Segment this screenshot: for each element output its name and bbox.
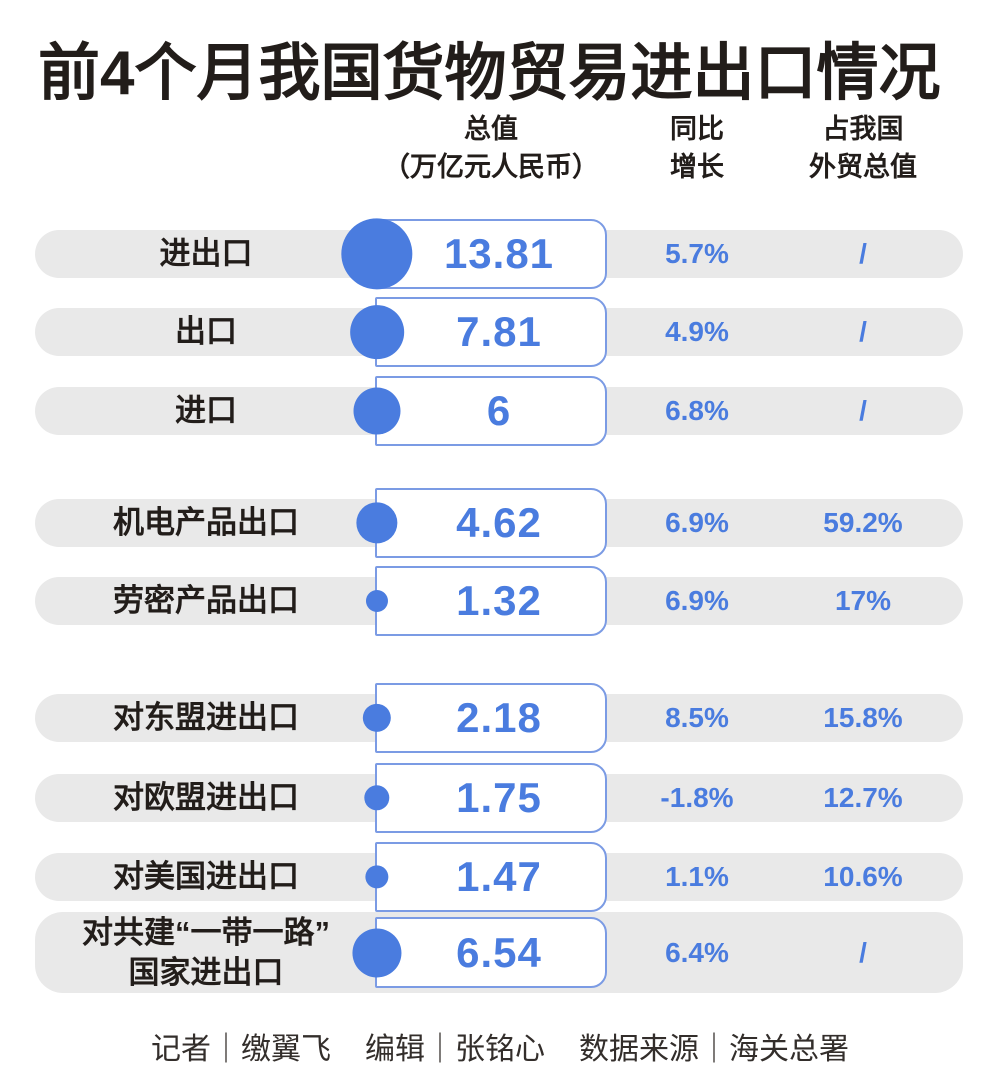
share-value: 15.8% [823,702,903,733]
yoy-value: 6.4% [665,936,729,968]
table-row: 劳密产品出口 1.32 6.9% 17% [0,566,1000,636]
table-row: 对美国进出口 1.47 1.1% 10.6% [0,842,1000,912]
row-label: 出口 [175,314,237,350]
value-bubble [362,703,392,733]
value-bubble [341,218,413,290]
row-label: 机电产品出口 [113,505,299,541]
value-text: 6 [486,387,512,434]
value-bubble [364,785,390,811]
value-box: 6.54 [352,917,607,988]
row-label: 对共建“一带一路” 国家进出口 [82,915,330,990]
value-box: 4.62 [356,488,607,558]
value-bubble [353,387,401,435]
page-title: 前4个月我国货物贸易进出口情况 [38,39,941,108]
yoy-value: -1.8% [660,782,734,813]
value-text: 4.62 [456,499,542,546]
value-bubble [365,589,389,613]
column-header-yoy-line2: 增长 [670,152,724,182]
column-header-value-line1: 总值 [464,114,518,144]
table-row: 对欧盟进出口 1.75 -1.8% 12.7% [0,763,1000,833]
share-value: / [859,238,867,269]
share-value: 17% [834,585,892,616]
row-label: 劳密产品出口 [113,583,299,619]
value-text: 6.54 [456,928,542,976]
share-value: 59.2% [823,507,903,538]
column-header-yoy-line1: 同比 [670,114,724,144]
credit-reporter: 记者｜缴翼飞 [151,1033,331,1066]
value-text: 1.32 [456,577,542,624]
column-header-share-line2: 外贸总值 [809,152,917,182]
value-text: 13.81 [443,230,555,277]
table-row: 对东盟进出口 2.18 8.5% 15.8% [0,683,1000,753]
share-value: / [859,395,867,426]
yoy-value: 6.9% [665,507,729,538]
column-header-value: 总值 （万亿元人民币） [375,110,607,186]
yoy-value: 6.8% [665,395,729,426]
value-bubble [350,305,404,359]
table-row: 对共建“一带一路” 国家进出口 6.54 6.4% / [0,912,1000,993]
value-bubble [365,865,389,889]
value-bubble [356,502,398,544]
yoy-value: 6.9% [665,585,729,616]
yoy-value: 4.9% [665,316,729,347]
share-value: 10.6% [823,861,903,892]
yoy-value: 5.7% [665,238,729,269]
credit-source: 数据来源｜海关总署 [579,1033,849,1066]
row-label: 对美国进出口 [113,859,299,895]
value-bubble [352,927,402,978]
table-row: 机电产品出口 4.62 6.9% 59.2% [0,488,1000,558]
column-header-share: 占我国 外贸总值 [781,110,945,186]
column-header-value-line2: （万亿元人民币） [383,152,599,182]
value-text: 1.75 [456,774,542,821]
value-box: 2.18 [362,683,607,753]
row-label: 进出口 [159,236,253,272]
share-value: / [859,936,867,968]
credits-footer: 记者｜缴翼飞 编辑｜张铭心 数据来源｜海关总署 [0,1024,1000,1068]
table-row: 进出口 13.81 5.7% / [0,218,1000,290]
row-label: 对东盟进出口 [113,700,299,736]
row-label: 进口 [175,393,237,429]
yoy-value: 8.5% [665,702,729,733]
yoy-value: 1.1% [665,861,729,892]
table-row: 进口 6 6.8% / [0,376,1000,446]
value-text: 1.47 [456,853,542,900]
value-box: 1.32 [365,566,607,636]
value-box: 6 [353,376,607,446]
value-box: 7.81 [350,297,607,367]
value-text: 2.18 [456,694,542,741]
value-box: 13.81 [341,218,607,290]
value-text: 7.81 [456,308,542,355]
column-header-yoy: 同比 增长 [630,110,764,186]
share-value: 12.7% [823,782,903,813]
share-value: / [859,316,867,347]
value-box: 1.47 [365,842,607,912]
table-row: 出口 7.81 4.9% / [0,297,1000,367]
row-label: 对欧盟进出口 [113,780,299,816]
column-header-share-line1: 占我国 [822,114,904,144]
value-box: 1.75 [364,763,607,833]
credit-editor: 编辑｜张铭心 [365,1033,545,1066]
